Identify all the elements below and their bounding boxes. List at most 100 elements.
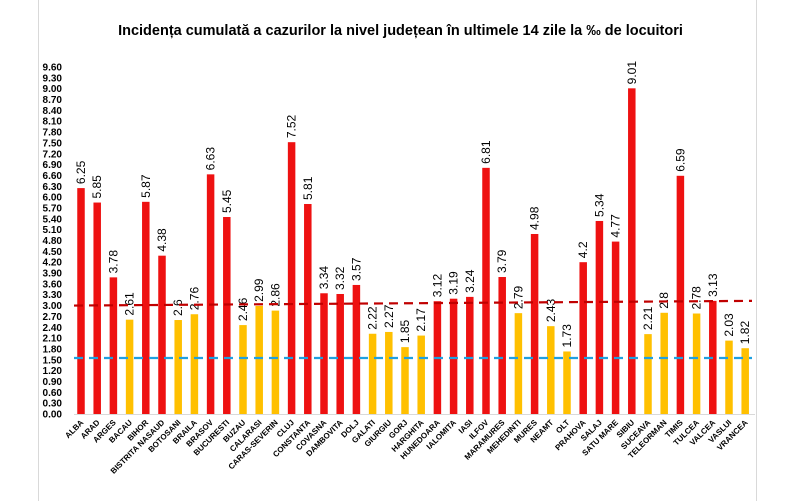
bar-gorj	[401, 347, 409, 414]
data-label: 2.46	[236, 297, 250, 321]
bar-ilfov	[482, 167, 490, 414]
y-tick-label: 7.80	[43, 128, 63, 139]
bar-teleorman	[660, 312, 668, 414]
y-tick-label: 9.60	[43, 63, 63, 74]
y-tick-label: 0.90	[43, 377, 63, 388]
y-tick-label: 3.90	[43, 269, 63, 280]
bar-bistrita-nasaud	[158, 255, 166, 414]
bar-bucuresti	[223, 217, 231, 414]
data-label: 3.12	[430, 274, 444, 298]
y-tick-label: 8.40	[43, 106, 63, 117]
bar-salaj	[595, 220, 604, 414]
data-label: 3.13	[706, 273, 720, 297]
bar-harghita	[417, 335, 425, 414]
data-label: 2.76	[187, 287, 201, 311]
data-label: 5.87	[139, 174, 153, 198]
data-label: 2.61	[123, 292, 137, 316]
data-label: 4.38	[155, 228, 169, 252]
data-label: 6.25	[74, 160, 88, 184]
data-label: 5.34	[592, 193, 606, 217]
bar-mehedinti	[514, 313, 523, 414]
bar-mures	[530, 233, 539, 414]
y-tick-label: 5.70	[43, 203, 63, 214]
bar-covasna	[320, 293, 328, 414]
y-tick-label: 5.10	[43, 225, 63, 236]
data-label: 2.27	[382, 304, 396, 328]
y-tick-label: 8.70	[43, 95, 63, 106]
data-label: 7.52	[285, 115, 299, 139]
bar-sibiu	[628, 88, 636, 414]
bar-botosani	[174, 320, 182, 414]
data-label: 1.85	[398, 319, 412, 343]
data-label: 2.43	[544, 298, 558, 322]
y-tick-label: 4.80	[43, 236, 63, 247]
y-tick-label: 3.00	[43, 301, 63, 312]
bar-maramures	[498, 277, 506, 414]
y-tick-label: 1.20	[43, 366, 63, 377]
data-label: 3.57	[349, 257, 363, 281]
data-label: 2.17	[414, 308, 428, 332]
bar-brasov	[206, 174, 215, 414]
bar-dambovita	[336, 293, 344, 414]
y-tick-label: 8.10	[43, 117, 63, 128]
y-tick-label: 6.00	[43, 193, 63, 204]
bar-constanta	[304, 203, 312, 414]
bar-tulcea	[692, 313, 701, 414]
data-label: 5.85	[90, 175, 104, 199]
bar-giurgiu	[385, 331, 393, 414]
bar-bihor	[142, 201, 150, 414]
data-label: 2.22	[366, 306, 380, 330]
y-tick-label: 3.30	[43, 290, 63, 301]
y-tick-label: 3.60	[43, 279, 63, 290]
y-tick-label: 5.40	[43, 214, 63, 225]
data-label: 3.79	[495, 249, 509, 273]
data-label: 3.78	[106, 250, 120, 274]
y-tick-label: 9.00	[43, 84, 63, 95]
data-label: 2.8	[657, 292, 671, 309]
data-label: 3.24	[463, 269, 477, 293]
bar-galati	[368, 333, 377, 414]
bar-arges	[109, 277, 118, 414]
data-label: 4.2	[576, 241, 590, 258]
bar-arad	[93, 202, 101, 414]
bar-cluj	[287, 142, 296, 414]
bar-vrancea	[741, 348, 749, 414]
bar-neamt	[547, 326, 555, 414]
y-tick-label: 1.50	[43, 355, 63, 366]
data-label: 6.63	[204, 147, 218, 171]
data-label: 4.77	[609, 214, 623, 238]
data-label: 2.78	[690, 286, 704, 310]
data-label: 1.73	[560, 324, 574, 348]
data-label: 2.79	[511, 285, 525, 309]
bar-braila	[190, 314, 199, 414]
y-tick-label: 2.10	[43, 334, 63, 345]
bar-bacau	[125, 319, 134, 414]
data-label: 3.19	[447, 271, 461, 295]
bar-vaslui	[725, 340, 733, 414]
data-label: 4.98	[528, 206, 542, 230]
bar-calarasi	[255, 305, 263, 414]
y-tick-label: 1.80	[43, 344, 63, 355]
data-label: 5.45	[220, 189, 234, 213]
y-tick-label: 6.30	[43, 182, 63, 193]
bar-suceava	[644, 334, 652, 414]
y-tick-label: 7.50	[43, 138, 63, 149]
y-tick-label: 0.00	[43, 410, 63, 421]
y-tick-label: 9.30	[43, 73, 63, 84]
bar-satu-mare	[611, 241, 620, 414]
bar-olt	[563, 351, 571, 414]
y-tick-label: 2.70	[43, 312, 63, 323]
y-tick-label: 4.20	[43, 258, 63, 269]
y-tick-label: 6.90	[43, 160, 63, 171]
bar-timis	[676, 175, 685, 414]
bar-caras-severin	[271, 310, 280, 414]
y-tick-label: 0.30	[43, 399, 63, 410]
bar-ialomita	[449, 298, 458, 414]
chart-frame	[38, 0, 757, 501]
bar-prahova	[579, 262, 587, 414]
bar-dolj	[352, 284, 361, 414]
y-tick-label: 4.50	[43, 247, 63, 258]
data-label: 2.86	[268, 283, 282, 307]
y-tick-label: 7.20	[43, 149, 63, 160]
